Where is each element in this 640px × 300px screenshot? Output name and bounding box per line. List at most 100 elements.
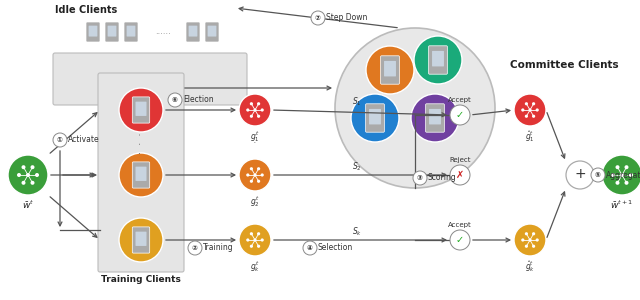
Circle shape	[620, 173, 624, 177]
Circle shape	[53, 133, 67, 147]
Circle shape	[188, 241, 202, 255]
FancyBboxPatch shape	[205, 22, 219, 42]
Text: +: +	[574, 167, 586, 182]
FancyBboxPatch shape	[136, 102, 147, 116]
Circle shape	[366, 46, 414, 94]
Circle shape	[31, 181, 35, 185]
FancyBboxPatch shape	[432, 51, 444, 66]
Circle shape	[239, 159, 271, 191]
Circle shape	[119, 218, 163, 262]
Text: Accept: Accept	[448, 222, 472, 228]
Text: $\bar{w}^{t+1}$: $\bar{w}^{t+1}$	[611, 199, 634, 211]
Circle shape	[532, 244, 535, 248]
FancyBboxPatch shape	[88, 26, 97, 37]
Circle shape	[450, 230, 470, 250]
Circle shape	[119, 153, 163, 197]
Circle shape	[246, 108, 250, 112]
Text: ④: ④	[307, 245, 313, 251]
Circle shape	[351, 94, 399, 142]
Text: $\hat{g}_k^t$: $\hat{g}_k^t$	[525, 259, 535, 274]
Circle shape	[260, 173, 264, 177]
FancyBboxPatch shape	[86, 22, 100, 42]
FancyBboxPatch shape	[384, 61, 396, 76]
FancyBboxPatch shape	[207, 26, 216, 37]
Circle shape	[253, 108, 257, 112]
FancyBboxPatch shape	[53, 53, 247, 105]
Text: ·: ·	[253, 138, 257, 148]
Circle shape	[257, 232, 260, 236]
Text: ①: ①	[57, 137, 63, 143]
Circle shape	[521, 238, 524, 242]
Circle shape	[239, 224, 271, 256]
FancyBboxPatch shape	[369, 109, 381, 124]
Circle shape	[31, 165, 35, 169]
Text: $S_2$: $S_2$	[352, 160, 362, 173]
Circle shape	[311, 11, 325, 25]
Circle shape	[629, 173, 633, 177]
Circle shape	[8, 155, 48, 195]
Circle shape	[532, 232, 535, 236]
Circle shape	[514, 224, 546, 256]
Circle shape	[260, 238, 264, 242]
Circle shape	[525, 115, 528, 118]
Circle shape	[250, 232, 253, 236]
Circle shape	[413, 171, 427, 185]
Text: ⑥: ⑥	[172, 97, 178, 103]
Circle shape	[616, 181, 620, 185]
Circle shape	[250, 102, 253, 105]
Circle shape	[253, 173, 257, 177]
Text: Idle Clients: Idle Clients	[55, 5, 117, 15]
Circle shape	[611, 173, 615, 177]
Circle shape	[566, 161, 594, 189]
Circle shape	[246, 238, 250, 242]
Circle shape	[253, 238, 257, 242]
Text: $g_1^t$: $g_1^t$	[250, 129, 260, 144]
Circle shape	[17, 173, 21, 177]
Text: ⑤: ⑤	[595, 172, 601, 178]
Circle shape	[525, 244, 528, 248]
FancyBboxPatch shape	[108, 26, 116, 37]
Text: $\bar{w}^t$: $\bar{w}^t$	[22, 199, 34, 211]
Circle shape	[246, 173, 250, 177]
Circle shape	[532, 115, 535, 118]
Circle shape	[250, 180, 253, 183]
FancyBboxPatch shape	[132, 162, 150, 188]
Circle shape	[525, 232, 528, 236]
FancyBboxPatch shape	[98, 73, 184, 272]
Text: Training Clients: Training Clients	[101, 275, 181, 284]
Text: Training: Training	[203, 244, 234, 253]
Circle shape	[529, 108, 532, 112]
Circle shape	[450, 165, 470, 185]
FancyBboxPatch shape	[105, 22, 119, 42]
Circle shape	[239, 94, 271, 126]
Circle shape	[625, 181, 628, 185]
Circle shape	[591, 168, 605, 182]
FancyBboxPatch shape	[429, 109, 441, 124]
Circle shape	[514, 94, 546, 126]
Text: ......: ......	[155, 28, 171, 37]
Text: Scoring: Scoring	[428, 173, 457, 182]
Circle shape	[602, 155, 640, 195]
Circle shape	[536, 108, 539, 112]
Circle shape	[250, 115, 253, 118]
Circle shape	[616, 165, 620, 169]
FancyBboxPatch shape	[136, 167, 147, 181]
Circle shape	[250, 167, 253, 170]
Circle shape	[411, 94, 459, 142]
FancyBboxPatch shape	[426, 104, 444, 132]
Circle shape	[22, 165, 26, 169]
Circle shape	[532, 102, 535, 105]
Circle shape	[26, 173, 30, 177]
Circle shape	[257, 244, 260, 248]
Circle shape	[257, 180, 260, 183]
Circle shape	[525, 102, 528, 105]
Circle shape	[260, 108, 264, 112]
Circle shape	[414, 36, 462, 84]
FancyBboxPatch shape	[189, 26, 197, 37]
Text: $\hat{g}_1^t$: $\hat{g}_1^t$	[525, 129, 535, 144]
Text: Selection: Selection	[318, 244, 353, 253]
FancyBboxPatch shape	[429, 46, 447, 74]
FancyBboxPatch shape	[365, 104, 385, 132]
Text: Aggregation: Aggregation	[606, 170, 640, 179]
Circle shape	[303, 241, 317, 255]
